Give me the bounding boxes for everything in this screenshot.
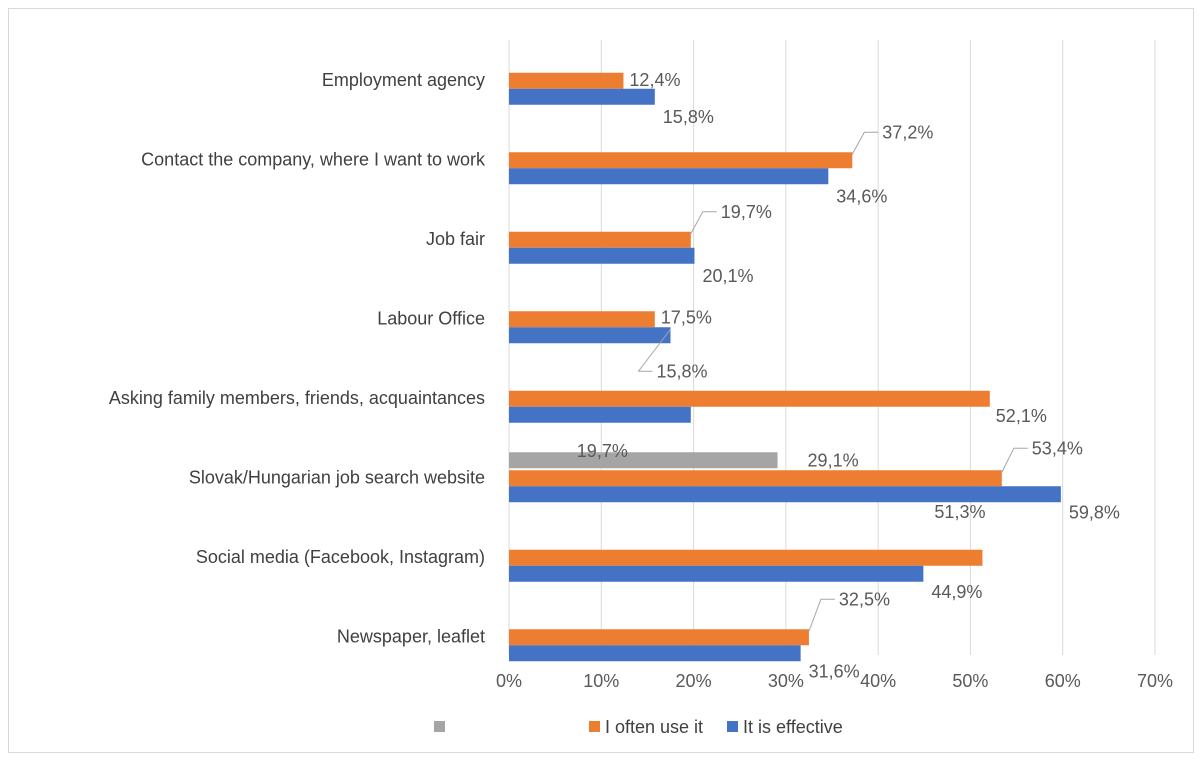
category-label: Newspaper, leaflet: [337, 626, 485, 646]
data-label: 29,1%: [808, 450, 859, 470]
leader-line: [851, 131, 879, 155]
legend-label: It is effective: [743, 717, 843, 737]
x-tick-label: 10%: [583, 671, 619, 691]
category-label: Contact the company, where I want to wor…: [141, 149, 486, 169]
category-label: Employment agency: [322, 70, 485, 90]
x-tick-label: 60%: [1045, 671, 1081, 691]
bar: [509, 629, 809, 646]
x-tick-label: 70%: [1137, 671, 1173, 691]
x-axis-tick-labels: 0% 10% 20% 30% 40% 50% 60% 70%: [496, 671, 1173, 691]
legend-swatch: [589, 721, 600, 732]
bar: [509, 88, 655, 105]
bar: [509, 152, 853, 169]
x-tick-label: 40%: [860, 671, 896, 691]
bar: [509, 327, 671, 344]
data-label: 19,7%: [577, 441, 628, 461]
category-labels: Employment agency Contact the company, wh…: [109, 70, 486, 647]
bar: [509, 645, 801, 662]
bar: [509, 311, 655, 328]
data-label: 20,1%: [702, 266, 753, 286]
leader-line: [1001, 447, 1028, 473]
x-tick-label: 50%: [952, 671, 988, 691]
category-label: Slovak/Hungarian job search website: [189, 467, 485, 487]
category-label: Asking family members, friends, acquaint…: [109, 388, 485, 408]
data-label: 15,8%: [663, 107, 714, 127]
legend-swatch: [434, 721, 445, 732]
data-label: 19,7%: [721, 202, 772, 222]
bar: [509, 406, 691, 423]
bar: [509, 549, 983, 566]
data-label: 44,9%: [931, 582, 982, 602]
leader-line: [690, 211, 717, 234]
bar: [509, 72, 624, 89]
data-label: 17,5%: [661, 307, 712, 327]
data-label: 12,4%: [629, 70, 680, 90]
data-label: 52,1%: [996, 406, 1047, 426]
data-label: 37,2%: [882, 122, 933, 142]
data-label: 32,5%: [839, 589, 890, 609]
category-label: Social media (Facebook, Instagram): [196, 547, 485, 567]
leader-line: [808, 598, 835, 632]
leader-line: [637, 328, 671, 372]
bar: [509, 486, 1061, 503]
bar: [509, 231, 691, 248]
x-tick-label: 20%: [676, 671, 712, 691]
data-label: 51,3%: [934, 502, 985, 522]
bars: [509, 72, 1061, 662]
data-label: 59,8%: [1069, 502, 1120, 522]
bar: [509, 452, 778, 469]
bar: [509, 247, 695, 264]
bar: [509, 565, 924, 582]
category-label: Job fair: [426, 229, 485, 249]
data-label: 15,8%: [657, 361, 708, 381]
x-tick-label: 30%: [768, 671, 804, 691]
data-labels: 12,4% 15,8% 37,2% 34,6% 19,7% 20,1% 17,5% 15,8%…: [577, 70, 1120, 682]
data-label: 34,6%: [836, 186, 887, 206]
legend-swatch: [727, 721, 738, 732]
category-label: Labour Office: [377, 308, 485, 328]
bar: [509, 470, 1002, 487]
legend: I often use it It is effective: [434, 717, 843, 737]
bar: [509, 390, 990, 407]
data-label: 53,4%: [1032, 438, 1083, 458]
data-label: 31,6%: [809, 661, 860, 681]
legend-label: I often use it: [605, 717, 703, 737]
bar: [509, 168, 829, 185]
x-tick-label: 0%: [496, 671, 522, 691]
